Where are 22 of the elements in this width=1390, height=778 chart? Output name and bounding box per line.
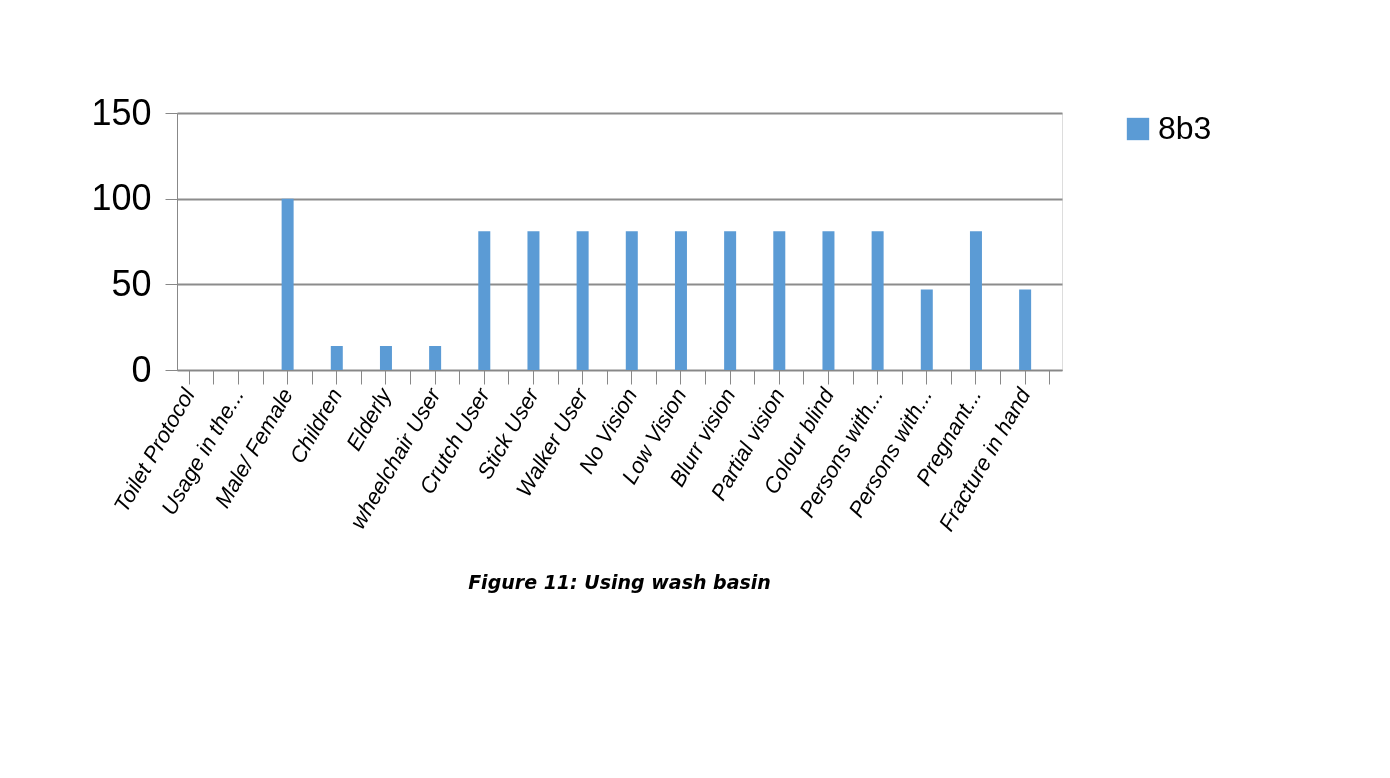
y-tick-label: 150 — [91, 91, 152, 133]
text: Figure 11: Using wash basin — [468, 571, 771, 594]
bar — [674, 231, 687, 370]
bar — [920, 289, 933, 370]
bar — [281, 198, 294, 370]
bar — [478, 231, 491, 370]
legend-label: 8b3 — [1158, 110, 1212, 146]
y-tick-label: 50 — [111, 262, 152, 304]
bar — [527, 231, 540, 370]
bar — [330, 346, 343, 370]
bar — [724, 231, 737, 370]
bar — [871, 231, 884, 370]
bar — [429, 346, 442, 370]
bar — [576, 231, 589, 370]
y-tick-label: 100 — [91, 177, 152, 219]
bar — [822, 231, 835, 370]
bar — [773, 231, 786, 370]
y-tick-label: 0 — [131, 348, 152, 390]
bar — [969, 231, 982, 370]
bar — [1019, 289, 1032, 370]
bar — [379, 346, 392, 370]
bar — [625, 231, 638, 370]
